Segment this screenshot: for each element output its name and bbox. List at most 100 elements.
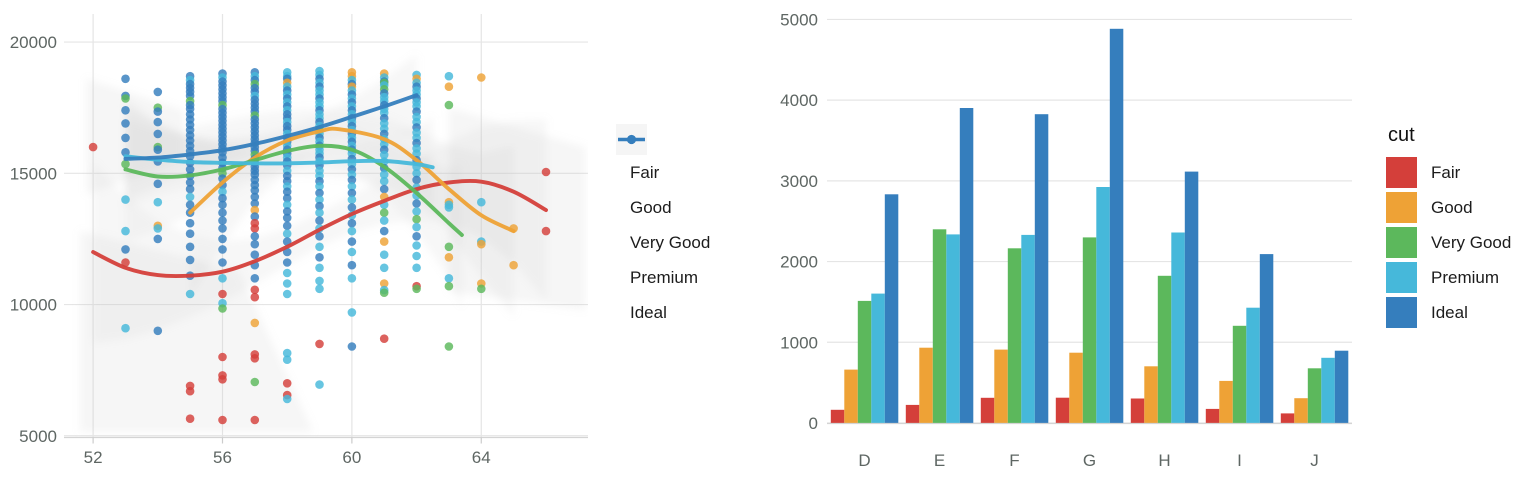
data-point xyxy=(218,375,227,384)
legend-item-ideal: Ideal xyxy=(616,124,710,330)
x-category-label: D xyxy=(858,451,870,470)
bar-H-good xyxy=(1144,366,1158,423)
data-point xyxy=(315,276,324,286)
data-point xyxy=(444,274,454,283)
smooth-line xyxy=(91,179,548,279)
data-point xyxy=(412,251,421,261)
data-point xyxy=(153,87,163,97)
data-point xyxy=(444,242,454,252)
data-point xyxy=(379,263,389,273)
legend-item-fair: Fair xyxy=(1386,155,1511,190)
data-point xyxy=(347,195,357,204)
data-point xyxy=(282,258,292,267)
x-category-label: I xyxy=(1237,451,1242,470)
x-tick-label: 60 xyxy=(342,448,361,467)
bar-F-premium xyxy=(1021,234,1035,423)
legend-item-premium: Premium xyxy=(616,124,710,295)
data-point xyxy=(477,73,486,82)
bar-J-premium xyxy=(1321,357,1335,423)
y-tick-label: 15000 xyxy=(10,164,57,183)
bar-F-good xyxy=(994,349,1008,423)
data-point xyxy=(218,289,227,299)
scatter-legend-items: Fair Good Very Good Premium Ideal xyxy=(616,124,710,330)
data-point xyxy=(444,203,454,212)
y-tick-label: 20000 xyxy=(10,33,57,52)
data-point xyxy=(185,242,195,252)
data-point xyxy=(218,193,227,203)
data-point xyxy=(218,274,227,283)
data-point xyxy=(477,284,486,294)
legend-label-ideal: Ideal xyxy=(630,302,667,322)
data-point xyxy=(250,415,260,425)
bar-F-very-good xyxy=(1007,248,1022,423)
data-point xyxy=(444,342,454,351)
data-point xyxy=(347,260,357,270)
data-point xyxy=(250,250,260,259)
data-point xyxy=(282,221,292,231)
data-point xyxy=(282,193,292,203)
data-point xyxy=(282,379,292,388)
data-point xyxy=(315,242,324,252)
legend-label-good: Good xyxy=(1431,197,1473,217)
data-point xyxy=(347,226,357,236)
data-point xyxy=(412,175,421,185)
data-point xyxy=(250,292,260,302)
scatter-points xyxy=(88,66,551,425)
data-point xyxy=(379,288,389,298)
data-point xyxy=(121,226,130,236)
bar-J-good xyxy=(1294,398,1308,423)
bar-E-premium xyxy=(946,234,960,423)
data-point xyxy=(250,377,260,387)
legend-swatch-very-good xyxy=(1386,227,1417,258)
data-point xyxy=(315,232,324,241)
data-point xyxy=(218,216,227,225)
data-point xyxy=(412,222,421,232)
data-point xyxy=(121,258,130,267)
data-point xyxy=(541,226,551,236)
bar-F-ideal xyxy=(1034,114,1049,423)
bar-F-fair xyxy=(980,397,995,423)
data-point xyxy=(185,229,195,238)
data-point xyxy=(250,199,260,208)
bar-chart: 0 1000 2000 3000 4000 5000 D E F G H I J xyxy=(780,10,1352,470)
data-point xyxy=(379,334,389,344)
data-point xyxy=(282,348,292,358)
y-tick-label: 5000 xyxy=(780,10,818,29)
data-point xyxy=(218,224,227,233)
y-tick-label: 10000 xyxy=(10,296,57,315)
data-point xyxy=(444,281,454,291)
data-point xyxy=(218,415,227,425)
data-point xyxy=(250,274,260,283)
data-point xyxy=(185,178,195,187)
bar-I-good xyxy=(1219,380,1233,423)
data-point xyxy=(347,188,357,198)
legend-item-good: Good xyxy=(616,124,710,225)
data-point xyxy=(218,208,227,217)
data-point xyxy=(315,195,324,204)
x-category-label: E xyxy=(934,451,945,470)
legend-label-very-good: Very Good xyxy=(1431,232,1512,252)
legend-label-premium: Premium xyxy=(1431,267,1500,287)
data-point xyxy=(153,107,163,116)
data-point xyxy=(315,182,324,191)
data-point xyxy=(282,200,292,210)
data-point xyxy=(153,117,163,127)
x-category-label: G xyxy=(1083,451,1096,470)
data-point xyxy=(315,263,324,273)
bar-H-premium xyxy=(1171,232,1185,423)
data-point xyxy=(121,148,130,157)
bar-E-very-good xyxy=(932,229,947,423)
data-point xyxy=(379,216,389,225)
data-point xyxy=(379,208,389,217)
data-point xyxy=(250,239,260,249)
data-point xyxy=(347,182,357,191)
data-point xyxy=(250,186,260,195)
data-point xyxy=(121,106,130,115)
data-point xyxy=(282,355,292,365)
x-category-label: J xyxy=(1310,451,1319,470)
legend-swatch-premium xyxy=(1386,262,1417,293)
data-point xyxy=(121,245,130,254)
y-tick-label: 1000 xyxy=(780,333,818,352)
